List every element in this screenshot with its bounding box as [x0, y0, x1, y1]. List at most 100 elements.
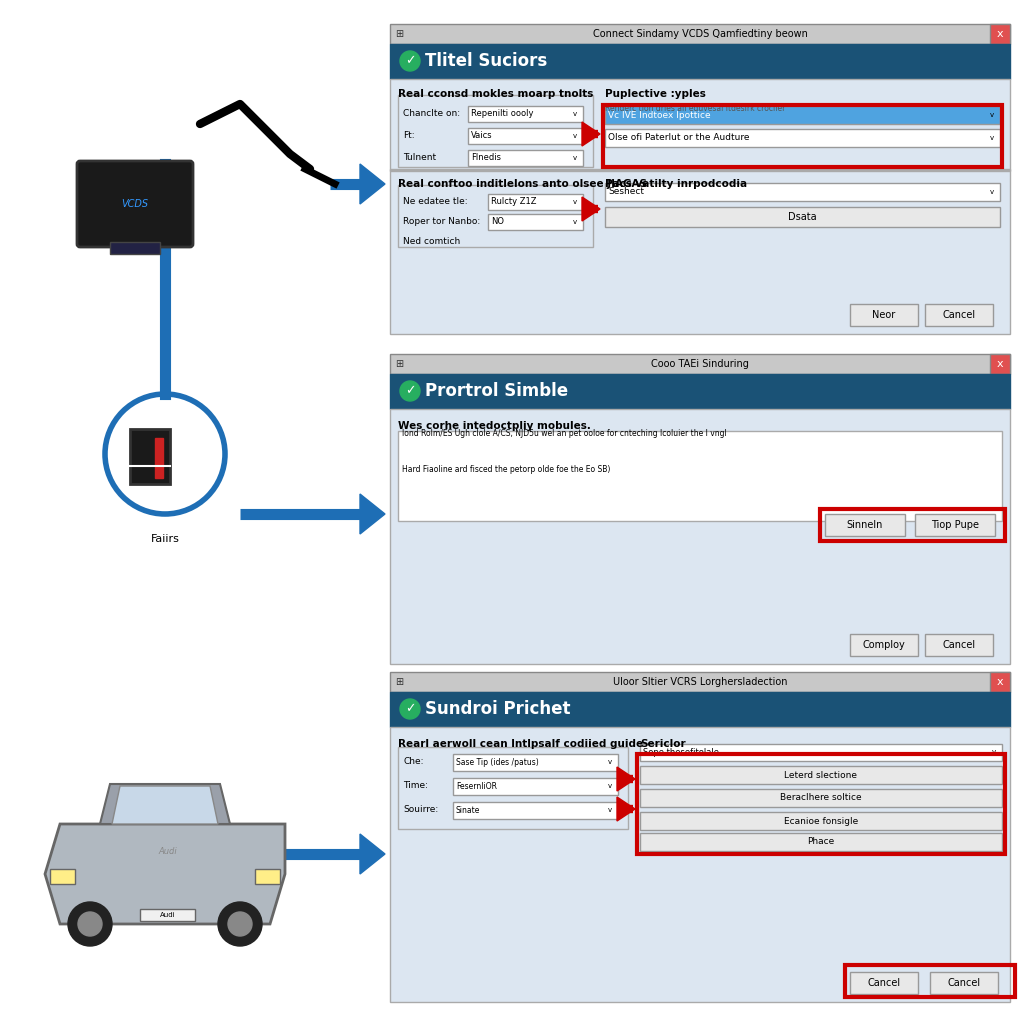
- Text: Cancel: Cancel: [942, 310, 976, 319]
- Circle shape: [400, 381, 420, 401]
- FancyBboxPatch shape: [110, 242, 160, 254]
- Text: lond Rolm/ES Ugh clole A/CS, NJD5u wel an pet ooloe for cnteching lcoluier the l: lond Rolm/ES Ugh clole A/CS, NJD5u wel a…: [402, 429, 727, 438]
- FancyBboxPatch shape: [390, 354, 1010, 374]
- Text: Real conftoo inditlelons anto olsee JIAGAS: Real conftoo inditlelons anto olsee JIAG…: [398, 179, 647, 189]
- FancyBboxPatch shape: [990, 354, 1010, 374]
- FancyBboxPatch shape: [390, 79, 1010, 334]
- Text: Hard Fiaoline ard fisced the petorp olde foe the Eo SB): Hard Fiaoline ard fisced the petorp olde…: [402, 465, 610, 474]
- Text: Cooo TAEi Sinduring: Cooo TAEi Sinduring: [651, 359, 749, 369]
- FancyBboxPatch shape: [398, 185, 593, 247]
- Text: v: v: [990, 189, 994, 195]
- Text: Cancel: Cancel: [867, 978, 900, 988]
- Polygon shape: [582, 197, 600, 221]
- FancyBboxPatch shape: [640, 766, 1002, 784]
- Text: Chanclte on:: Chanclte on:: [403, 109, 460, 118]
- Circle shape: [400, 699, 420, 719]
- Text: Time:: Time:: [403, 781, 428, 790]
- Polygon shape: [100, 784, 230, 824]
- Text: v: v: [608, 783, 612, 790]
- FancyBboxPatch shape: [825, 514, 905, 536]
- FancyBboxPatch shape: [453, 754, 618, 771]
- Text: Vaics: Vaics: [471, 131, 493, 140]
- Text: Roper tor Nanbo:: Roper tor Nanbo:: [403, 217, 480, 226]
- Text: Rearl aerwoll cean lntlpsalf codiied guide: Rearl aerwoll cean lntlpsalf codiied gui…: [398, 739, 643, 749]
- FancyBboxPatch shape: [390, 692, 1010, 727]
- Text: Sinate: Sinate: [456, 806, 480, 815]
- Text: ⊞: ⊞: [395, 359, 403, 369]
- Text: ✓: ✓: [404, 702, 416, 716]
- Text: Ne edatee tle:: Ne edatee tle:: [403, 197, 468, 206]
- Text: v: v: [573, 219, 578, 225]
- FancyBboxPatch shape: [850, 634, 918, 656]
- Text: NO: NO: [490, 217, 504, 226]
- Text: Che:: Che:: [403, 757, 424, 766]
- Circle shape: [228, 912, 252, 936]
- FancyBboxPatch shape: [390, 169, 1010, 171]
- FancyBboxPatch shape: [605, 183, 1000, 201]
- FancyBboxPatch shape: [390, 44, 1010, 79]
- Text: Phace: Phace: [807, 838, 835, 847]
- FancyBboxPatch shape: [488, 214, 583, 230]
- Text: Tulnent: Tulnent: [403, 153, 436, 162]
- FancyBboxPatch shape: [605, 106, 1000, 124]
- FancyBboxPatch shape: [605, 129, 1000, 147]
- Text: Rulcty Z1Z: Rulcty Z1Z: [490, 198, 537, 207]
- Text: v: v: [990, 112, 994, 118]
- Text: Puplective :yples: Puplective :yples: [605, 89, 706, 99]
- FancyBboxPatch shape: [488, 194, 583, 210]
- FancyBboxPatch shape: [640, 744, 1002, 761]
- FancyBboxPatch shape: [925, 304, 993, 326]
- Circle shape: [400, 51, 420, 71]
- FancyBboxPatch shape: [398, 431, 1002, 521]
- FancyBboxPatch shape: [390, 672, 1010, 692]
- FancyBboxPatch shape: [468, 106, 583, 122]
- FancyBboxPatch shape: [390, 24, 1010, 44]
- Text: VCDS: VCDS: [122, 199, 148, 209]
- Circle shape: [218, 902, 262, 946]
- FancyBboxPatch shape: [990, 672, 1010, 692]
- Text: Tlitel Suciors: Tlitel Suciors: [425, 52, 547, 70]
- FancyBboxPatch shape: [453, 802, 618, 819]
- FancyBboxPatch shape: [50, 869, 75, 884]
- Polygon shape: [360, 164, 385, 204]
- Text: Beraclhere soltice: Beraclhere soltice: [780, 794, 862, 803]
- FancyBboxPatch shape: [398, 746, 628, 829]
- Polygon shape: [360, 834, 385, 874]
- FancyBboxPatch shape: [640, 790, 1002, 807]
- FancyBboxPatch shape: [255, 869, 280, 884]
- FancyBboxPatch shape: [930, 972, 998, 994]
- Text: v: v: [608, 808, 612, 813]
- Polygon shape: [582, 122, 600, 146]
- Text: Pacs vatilty inrpodcodia: Pacs vatilty inrpodcodia: [605, 179, 748, 189]
- Text: Prortrol Simble: Prortrol Simble: [425, 382, 568, 400]
- FancyBboxPatch shape: [453, 778, 618, 795]
- FancyBboxPatch shape: [130, 429, 170, 484]
- Text: Uloor Sltier VCRS Lorghersladection: Uloor Sltier VCRS Lorghersladection: [612, 677, 787, 687]
- Text: Faiirs: Faiirs: [151, 534, 179, 544]
- Text: Dsata: Dsata: [788, 212, 817, 222]
- Polygon shape: [112, 786, 218, 824]
- Text: Ft:: Ft:: [403, 131, 415, 140]
- FancyBboxPatch shape: [990, 24, 1010, 44]
- Text: v: v: [992, 750, 996, 756]
- Text: Tiop Pupe: Tiop Pupe: [931, 520, 979, 530]
- Text: Repenilti oooly: Repenilti oooly: [471, 110, 534, 119]
- Text: Renderc tlon drles all eduvesal ltdesirk croclier: Renderc tlon drles all eduvesal ltdesirk…: [605, 104, 785, 113]
- Polygon shape: [360, 494, 385, 534]
- Text: v: v: [573, 111, 578, 117]
- Text: Seshect: Seshect: [608, 187, 644, 197]
- Text: x: x: [996, 677, 1004, 687]
- Text: Sericlor: Sericlor: [640, 739, 686, 749]
- Polygon shape: [617, 767, 635, 791]
- Text: ⊞: ⊞: [395, 677, 403, 687]
- Text: Connect Sindamy VCDS Qamfiedtiny beown: Connect Sindamy VCDS Qamfiedtiny beown: [593, 29, 808, 39]
- Text: Neor: Neor: [872, 310, 896, 319]
- Text: Flnedis: Flnedis: [471, 154, 501, 163]
- Text: v: v: [573, 199, 578, 205]
- Circle shape: [105, 394, 225, 514]
- Text: v: v: [573, 155, 578, 161]
- Text: FesernliOR: FesernliOR: [456, 782, 497, 791]
- FancyBboxPatch shape: [850, 972, 918, 994]
- Text: Sinneln: Sinneln: [847, 520, 883, 530]
- Text: ⊞: ⊞: [395, 29, 403, 39]
